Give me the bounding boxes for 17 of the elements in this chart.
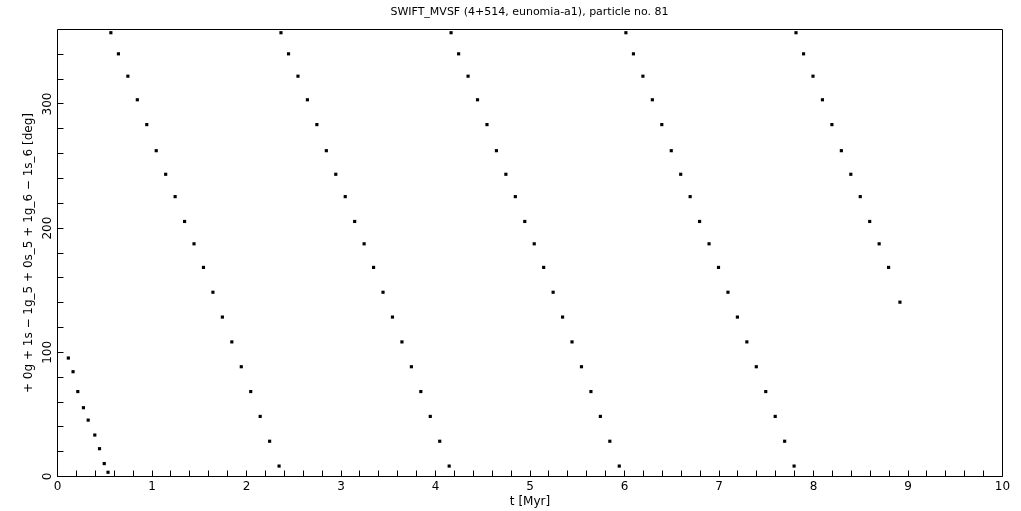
x-tick-label: 6 bbox=[620, 478, 629, 493]
y-tick-label: 200 bbox=[39, 216, 54, 240]
y-tick-label: 0 bbox=[39, 472, 54, 481]
x-tick-label: 1 bbox=[148, 478, 156, 493]
x-tick-label: 3 bbox=[337, 478, 345, 493]
x-tick-label: 2 bbox=[242, 478, 251, 493]
x-tick-label: 8 bbox=[809, 478, 818, 493]
x-tick-label: 5 bbox=[526, 478, 534, 493]
y-tick-label: 100 bbox=[39, 340, 54, 364]
x-tick-label: 4 bbox=[431, 478, 440, 493]
y-axis-title: + 0g + 1s − 1g_5 + 0s_5 + 1g_6 − 1s_6 [deg] bbox=[20, 112, 35, 394]
x-axis-title: t [Myr] bbox=[509, 493, 551, 508]
chart-title: SWIFT_MVSF (4+514, eunomia-a1), particle no. 81 bbox=[390, 5, 669, 18]
x-tick-label: 9 bbox=[904, 478, 912, 493]
y-tick-label: 300 bbox=[39, 92, 54, 116]
x-tick-label: 10 bbox=[994, 478, 1011, 493]
x-tick-label: 7 bbox=[715, 478, 723, 493]
